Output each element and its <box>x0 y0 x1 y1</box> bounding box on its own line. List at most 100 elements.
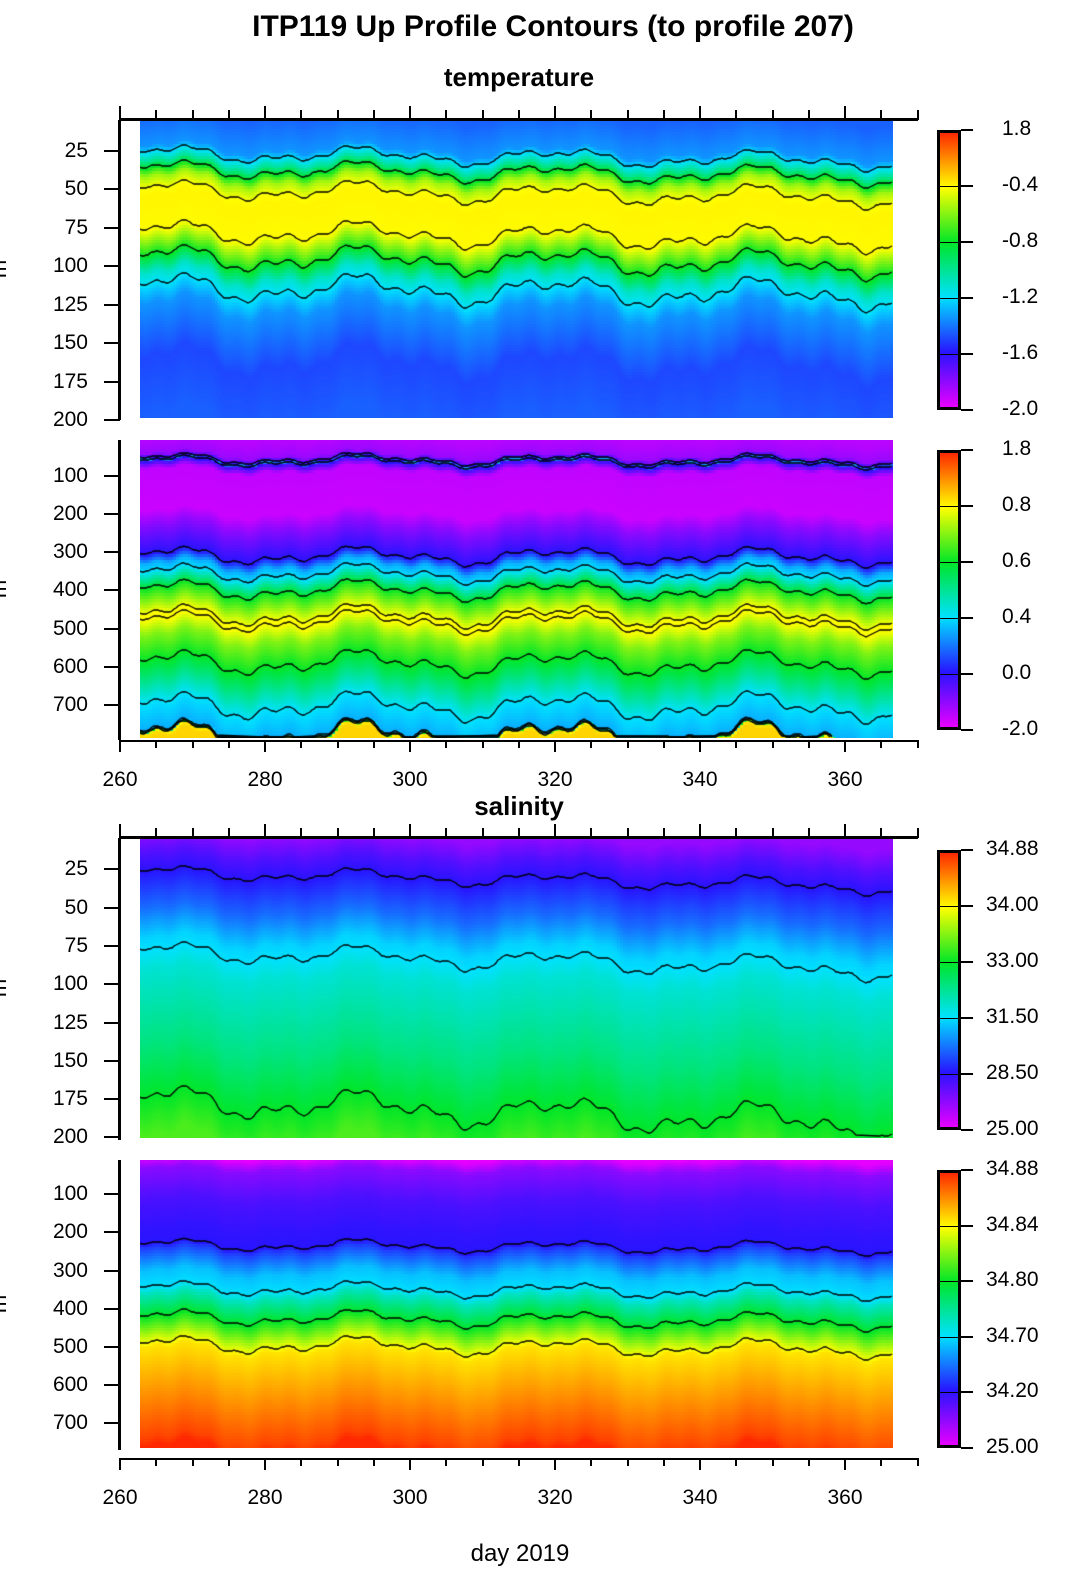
x-tick <box>880 1458 883 1466</box>
x-tick <box>554 740 556 752</box>
y-tick-label: 175 <box>52 1087 88 1111</box>
y-axis-unit-1: m <box>0 260 12 278</box>
colorbar-label: 34.88 <box>986 837 1039 860</box>
y-axis-unit-3: m <box>0 979 12 997</box>
top-tick <box>264 106 266 120</box>
top-tick <box>300 110 303 120</box>
heatmap-panel-2 <box>140 440 893 738</box>
top-tick <box>336 110 339 120</box>
x-tick-label: 280 <box>247 768 283 791</box>
y-tick <box>104 475 120 478</box>
y-tick <box>104 627 120 630</box>
y-tick-label: 125 <box>52 1010 88 1034</box>
top-tick <box>119 824 121 838</box>
top-tick <box>771 828 774 838</box>
top-tick <box>699 824 701 838</box>
top-tick <box>517 110 520 120</box>
x-tick <box>227 1458 230 1466</box>
colorbar-level-line <box>940 298 958 299</box>
colorbar-1 <box>937 130 961 410</box>
y-tick-label: 150 <box>52 331 88 354</box>
y-tick-label: 300 <box>52 1258 88 1282</box>
x-tick <box>844 740 846 752</box>
temperature-subtitle: temperature <box>443 62 595 92</box>
y-tick-label: 400 <box>52 1296 88 1320</box>
colorbar-tick <box>961 1280 973 1283</box>
top-tick <box>372 110 375 120</box>
top-tick <box>916 828 919 838</box>
y-tick-label: 200 <box>52 502 88 526</box>
y-tick <box>104 419 120 421</box>
colorbar-label: 0.8 <box>1002 493 1032 516</box>
colorbar-label: 25.00 <box>986 1117 1039 1140</box>
colorbar-level-line <box>940 1018 958 1019</box>
y-tick-label: 700 <box>52 692 88 716</box>
colorbar-label: 34.88 <box>986 1157 1039 1180</box>
y-tick-label: 25 <box>64 138 88 162</box>
top-tick <box>264 824 266 838</box>
y-tick <box>104 1231 120 1234</box>
x-tick <box>916 740 919 748</box>
top-tick <box>771 110 774 120</box>
colorbar-tick <box>961 449 973 451</box>
y-tick <box>104 868 120 871</box>
x-tick <box>807 740 810 748</box>
x-tick-label: 360 <box>827 1486 863 1509</box>
x-tick <box>517 740 520 748</box>
top-tick <box>626 828 629 838</box>
colorbar-tick <box>961 561 973 563</box>
x-tick <box>844 1458 846 1470</box>
y-tick <box>104 906 120 909</box>
colorbar-label: 34.20 <box>986 1379 1039 1403</box>
x-tick-label: 340 <box>682 1486 718 1509</box>
x-tick <box>626 740 629 748</box>
top-tick <box>336 828 339 838</box>
y-tick-label: 75 <box>64 933 88 957</box>
top-tick <box>409 824 411 838</box>
x-tick <box>771 740 774 748</box>
x-tick-label: 300 <box>392 768 428 791</box>
top-tick <box>191 110 194 120</box>
y-tick <box>104 513 120 516</box>
x-tick <box>372 740 375 748</box>
colorbar-tick <box>961 905 973 907</box>
colorbar-label: -1.2 <box>1002 285 1039 308</box>
colorbar-label: 33.00 <box>986 949 1039 972</box>
colorbar-level-line <box>940 618 958 619</box>
colorbar-label: -0.4 <box>1002 173 1039 196</box>
y-axis-line-4 <box>118 1160 121 1450</box>
colorbar-level-line <box>940 186 958 187</box>
y-tick-label: 125 <box>52 292 88 316</box>
y-tick-label: 25 <box>64 857 88 881</box>
x-axis-label: day 2019 <box>470 1540 570 1567</box>
colorbar-label: 28.50 <box>986 1061 1039 1084</box>
heatmap-panel-1 <box>140 120 893 418</box>
y-tick <box>104 226 120 229</box>
top-tick <box>481 110 484 120</box>
y-tick-label: 50 <box>64 895 88 919</box>
top-tick <box>735 110 738 120</box>
top-tick <box>807 110 810 120</box>
colorbar-label: 1.8 <box>1002 117 1032 140</box>
x-tick <box>336 1458 339 1466</box>
colorbar-label: -2.0 <box>1002 397 1039 420</box>
x-tick <box>264 1458 266 1470</box>
y-tick <box>104 188 120 190</box>
y-tick <box>104 551 120 554</box>
colorbar-4 <box>937 1170 961 1448</box>
x-tick-label: 340 <box>682 768 718 791</box>
y-tick-label: 400 <box>52 578 88 602</box>
x-tick-label: 320 <box>537 1486 573 1509</box>
y-tick <box>104 303 120 306</box>
top-tick <box>699 106 701 120</box>
top-tick <box>662 110 665 120</box>
top-tick <box>517 828 520 838</box>
y-tick <box>104 589 120 592</box>
x-tick <box>336 740 339 748</box>
x-tick <box>227 740 230 748</box>
top-tick <box>626 110 629 120</box>
y-tick <box>104 1059 120 1062</box>
colorbar-level-line <box>940 1074 958 1075</box>
top-tick <box>807 828 810 838</box>
x-tick <box>590 740 593 748</box>
